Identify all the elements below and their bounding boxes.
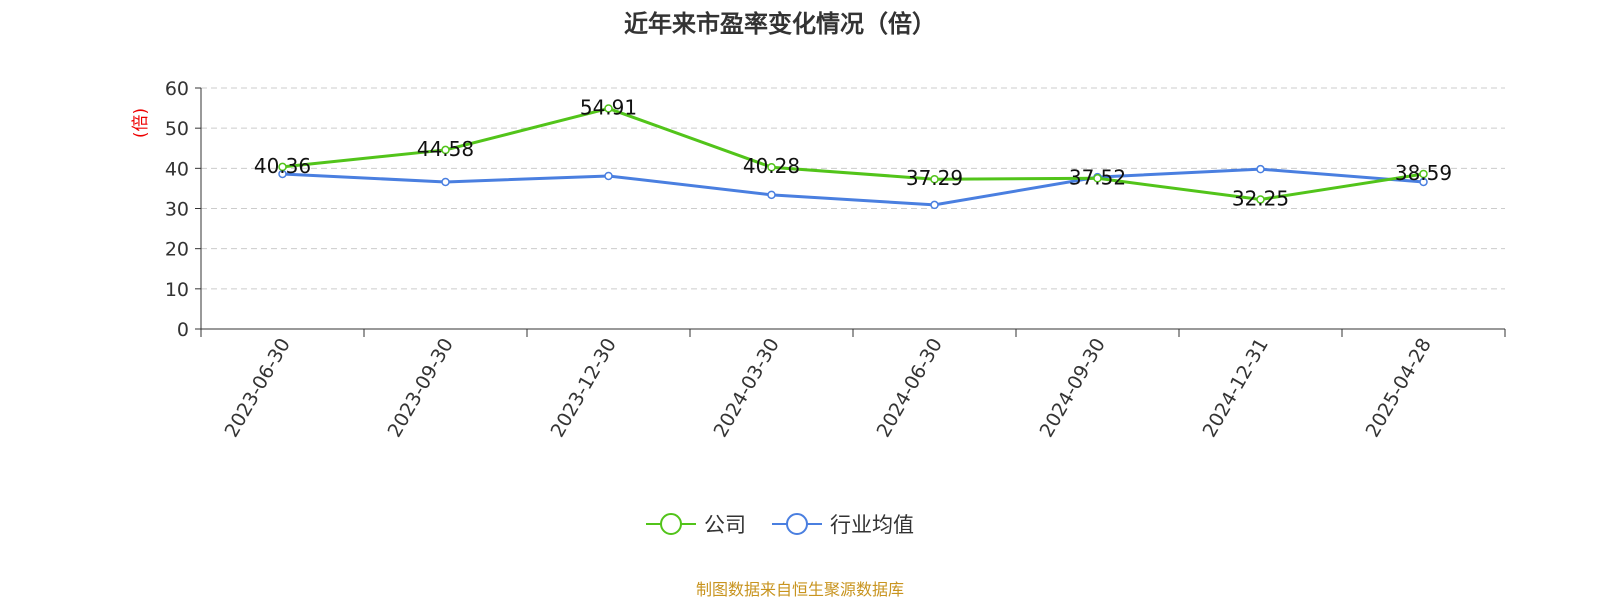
data-label: 32.25 [1232, 186, 1289, 210]
data-point [441, 145, 450, 155]
data-point [1419, 169, 1428, 179]
y-tick-label: 60 [165, 78, 189, 100]
y-axis-label: (倍) [131, 108, 151, 138]
data-point [1093, 174, 1102, 183]
data-label: 40.36 [254, 154, 311, 178]
data-point [1256, 195, 1265, 204]
x-tick-label: 2025-04-28 [1362, 335, 1436, 442]
data-point [604, 104, 613, 113]
x-tick-label: 2024-09-30 [1036, 335, 1110, 442]
legend-circle-icon [786, 513, 808, 535]
legend-label: 公司 [704, 513, 746, 537]
y-tick-label: 10 [165, 279, 189, 301]
y-tick-label: 0 [177, 319, 189, 341]
x-tick-label: 2024-12-31 [1199, 335, 1273, 442]
legend-label: 行业均值 [830, 513, 914, 537]
data-point [1256, 164, 1265, 174]
data-point [767, 190, 776, 200]
data-label: 54.91 [580, 95, 637, 119]
x-tick-label: 2023-06-30 [221, 335, 295, 442]
data-source-note: 制图数据来自恒生聚源数据库 [695, 580, 904, 599]
series-line-0 [282, 106, 1424, 201]
data-point [930, 174, 939, 184]
data-point [930, 200, 939, 210]
y-tick-label: 30 [165, 199, 189, 221]
data-point [767, 162, 776, 172]
data-point [1419, 177, 1428, 187]
y-tick-label: 20 [165, 239, 189, 261]
x-tick-label: 2024-03-30 [710, 335, 784, 442]
x-tick-label: 2024-06-30 [873, 335, 947, 442]
data-point [441, 177, 450, 187]
data-label: 37.29 [906, 166, 963, 190]
series-line-1 [282, 167, 1424, 207]
data-point [604, 171, 613, 181]
x-tick-label: 2023-09-30 [384, 335, 458, 442]
data-label: 38.59 [1395, 161, 1452, 185]
y-tick-label: 50 [165, 118, 189, 140]
data-label: 37.52 [1069, 165, 1126, 189]
y-tick-label: 40 [165, 158, 189, 180]
data-label: 44.58 [417, 137, 474, 161]
x-tick-label: 2023-12-30 [547, 335, 621, 442]
legend-circle-icon [660, 513, 682, 535]
data-point [278, 162, 287, 172]
data-label: 40.28 [743, 154, 800, 178]
chart-title: 近年来市盈率变化情况（倍） [624, 10, 936, 38]
